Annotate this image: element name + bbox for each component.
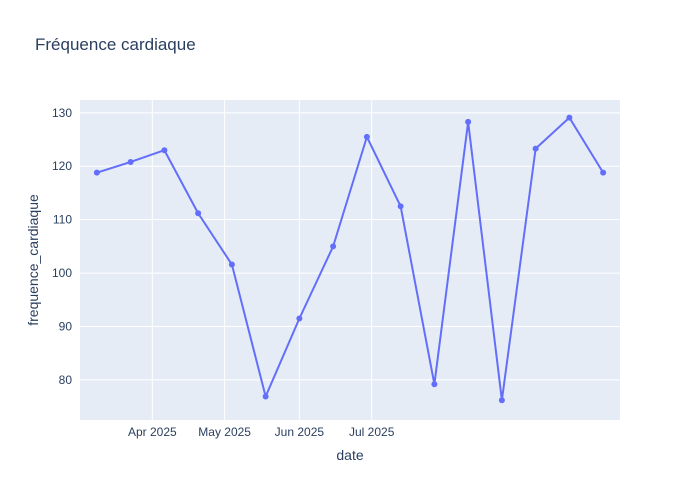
data-point [195, 210, 202, 217]
x-axis-title: date [336, 447, 363, 463]
x-tick-label: Jul 2025 [349, 425, 395, 439]
data-point [498, 397, 505, 404]
series-line [96, 116, 604, 402]
data-point [431, 381, 438, 388]
x-axis-ticks: Apr 2025 May 2025 Jun 2025 Jul 2025 [128, 425, 395, 439]
x-tick-label: Apr 2025 [128, 425, 177, 439]
data-point [465, 118, 472, 125]
data-point [330, 243, 337, 250]
series-points-layer [93, 114, 607, 404]
y-tick-label: 110 [53, 213, 72, 227]
y-tick-label: 120 [52, 159, 72, 173]
data-point [296, 315, 303, 322]
x-tick-label: May 2025 [198, 425, 251, 439]
data-point [161, 147, 168, 154]
data-point [532, 145, 539, 152]
data-point [262, 393, 269, 400]
chart-title: Fréquence cardiaque [35, 35, 196, 54]
plot-area [80, 100, 620, 420]
data-point [566, 114, 573, 121]
series-line-layer [96, 116, 604, 402]
data-point [363, 133, 370, 140]
y-tick-label: 90 [59, 320, 73, 334]
y-tick-label: 130 [52, 106, 72, 120]
x-tick-label: Jun 2025 [275, 425, 325, 439]
data-point [127, 158, 134, 165]
y-axis-title: frequence_cardiaque [25, 194, 41, 326]
data-point [600, 169, 607, 176]
data-point [397, 203, 404, 210]
y-axis-ticks: 80 90 100 110 120 130 [52, 106, 72, 387]
data-point [93, 169, 100, 176]
grid-lines [80, 100, 620, 420]
y-tick-label: 100 [52, 266, 72, 280]
y-tick-label: 80 [59, 373, 73, 387]
data-point [228, 261, 235, 268]
